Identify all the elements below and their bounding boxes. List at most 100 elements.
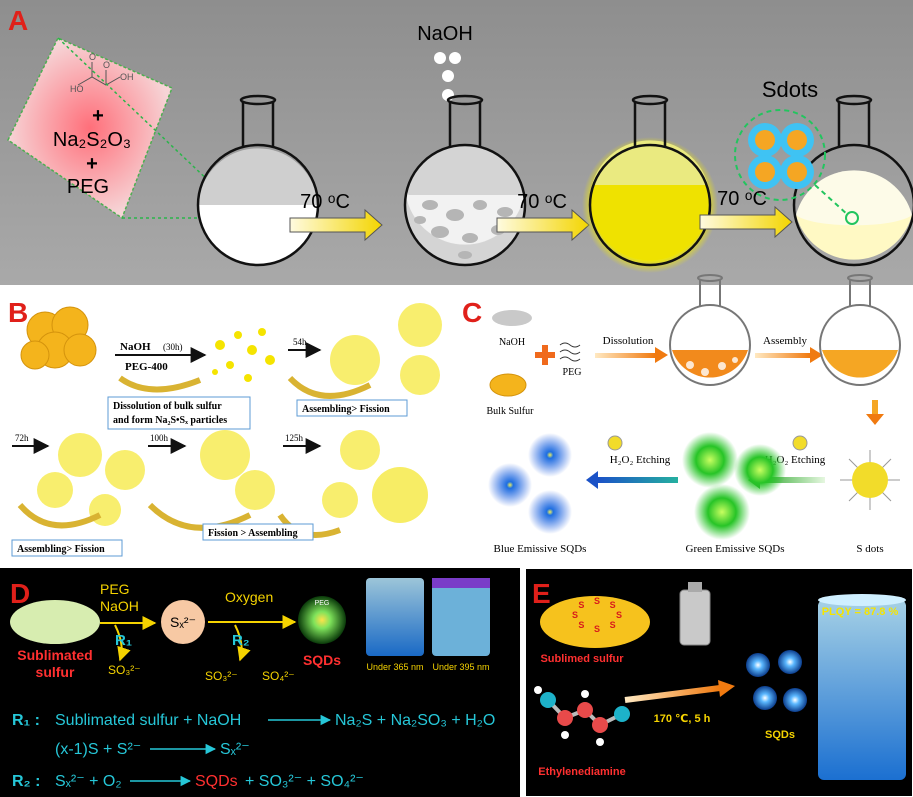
curved-arrow bbox=[17, 502, 102, 529]
reaction-label: R₁ : bbox=[12, 712, 40, 729]
oxalic-bonds bbox=[91, 62, 107, 85]
caption: Under 395 nm bbox=[432, 662, 489, 672]
sulfur-dot bbox=[852, 462, 888, 498]
caption-box bbox=[202, 523, 314, 541]
panel-label: B bbox=[8, 297, 28, 328]
panel-border bbox=[524, 567, 913, 797]
equation-right: Sₓ²⁻ bbox=[220, 741, 250, 758]
product: Green Emissive SQDs bbox=[686, 543, 785, 555]
product-label: Sdots bbox=[762, 77, 818, 102]
cluster bbox=[400, 355, 440, 395]
solution bbox=[672, 350, 748, 378]
solution bbox=[590, 185, 710, 261]
sdots-cluster bbox=[748, 123, 814, 189]
molecule bbox=[581, 690, 589, 698]
equation-right: Na₂S + Na₂SO₃ + H₂O bbox=[335, 712, 495, 729]
cluster bbox=[322, 482, 358, 518]
equation-left: Sublimated sulfur + NaOH bbox=[55, 712, 241, 729]
caption-box bbox=[11, 539, 123, 557]
ring-atom: S bbox=[610, 600, 616, 610]
reagent: Ethylenediamine bbox=[538, 766, 625, 778]
reagent-box bbox=[7, 37, 173, 220]
molecule bbox=[540, 692, 556, 708]
atom: O bbox=[89, 52, 96, 62]
arrow bbox=[699, 205, 793, 239]
arrow bbox=[595, 353, 655, 358]
ring-atom: S bbox=[594, 596, 600, 606]
molecule bbox=[534, 686, 542, 694]
atom: O bbox=[103, 60, 110, 70]
panel-label: E bbox=[532, 578, 551, 609]
reagent: NaOH bbox=[120, 341, 151, 353]
cluster bbox=[235, 470, 275, 510]
product: SQDs bbox=[303, 652, 341, 668]
cluster bbox=[58, 433, 102, 477]
particles bbox=[718, 362, 726, 370]
ligand-dot bbox=[792, 435, 808, 451]
arrow bbox=[755, 353, 810, 358]
particles bbox=[473, 200, 487, 210]
time: 72h bbox=[15, 433, 29, 443]
reagent: Oxygen bbox=[225, 589, 273, 605]
vial bbox=[432, 578, 490, 656]
cluster bbox=[372, 467, 428, 523]
naoh-pellet bbox=[442, 70, 454, 82]
plus: + bbox=[86, 153, 98, 175]
sulfur-powder bbox=[10, 600, 100, 644]
product: SQDs bbox=[765, 729, 795, 741]
particles bbox=[247, 345, 257, 355]
equation-right: + SO₃²⁻ + SO₄²⁻ bbox=[245, 773, 364, 790]
zoom-target bbox=[845, 211, 859, 225]
arrow bbox=[598, 477, 678, 483]
sdots-cluster bbox=[755, 130, 775, 150]
reaction-label: R₂ bbox=[232, 632, 250, 649]
cluster bbox=[200, 430, 250, 480]
step: Dissolution bbox=[603, 335, 654, 347]
arrow-head bbox=[866, 414, 884, 425]
solution bbox=[796, 215, 912, 260]
particles bbox=[462, 233, 478, 243]
vial-top bbox=[432, 578, 490, 588]
flask-glass bbox=[198, 148, 318, 205]
molecule bbox=[534, 686, 630, 746]
sqd bbox=[783, 688, 807, 712]
reaction-label: R₂ : bbox=[12, 773, 40, 790]
peg-chains bbox=[559, 342, 581, 362]
cluster bbox=[330, 335, 380, 385]
reagent: Bulk Sulfur bbox=[487, 406, 535, 417]
autoclave-cap bbox=[688, 582, 702, 592]
byproduct: SO₃²⁻ bbox=[205, 669, 238, 683]
arrow bbox=[760, 477, 825, 483]
molecule bbox=[561, 731, 569, 739]
molecule bbox=[592, 717, 608, 733]
sdots-cluster bbox=[787, 162, 807, 182]
panel-label: A bbox=[8, 5, 28, 36]
reagent: NaOH bbox=[417, 23, 473, 45]
polysulfide-circle bbox=[161, 600, 205, 644]
reagent: Na₂S₂O₃ bbox=[53, 129, 131, 151]
condition: 70 ᵒC bbox=[517, 191, 567, 213]
ligand-dot bbox=[607, 435, 623, 451]
plus-sign bbox=[535, 345, 555, 365]
particles bbox=[212, 328, 275, 382]
blue-sqd bbox=[488, 463, 532, 507]
particles bbox=[414, 216, 426, 224]
cluster bbox=[398, 303, 442, 347]
arrow bbox=[872, 400, 878, 414]
caption: Under 365 nm bbox=[366, 662, 423, 672]
sqd bbox=[778, 650, 802, 674]
reaction-label: R₁ bbox=[115, 632, 132, 649]
time: 125h bbox=[285, 433, 304, 443]
panel-b: B NaOH (30h) PEG-400 Dissolution of bulk… bbox=[0, 290, 450, 562]
product: Blue Emissive SQDs bbox=[494, 543, 587, 555]
reagent: PEG bbox=[100, 581, 130, 597]
arrow bbox=[114, 624, 131, 662]
particles bbox=[732, 357, 738, 363]
step: Assembly bbox=[763, 335, 808, 347]
condition: 70 ᵒC bbox=[300, 191, 350, 213]
sulfur-powder bbox=[540, 596, 650, 648]
beaker-rim bbox=[818, 594, 906, 606]
panel-d: D Sublimated sulfur PEG NaOH R₁ SO₃²⁻ Sₓ… bbox=[0, 568, 520, 797]
